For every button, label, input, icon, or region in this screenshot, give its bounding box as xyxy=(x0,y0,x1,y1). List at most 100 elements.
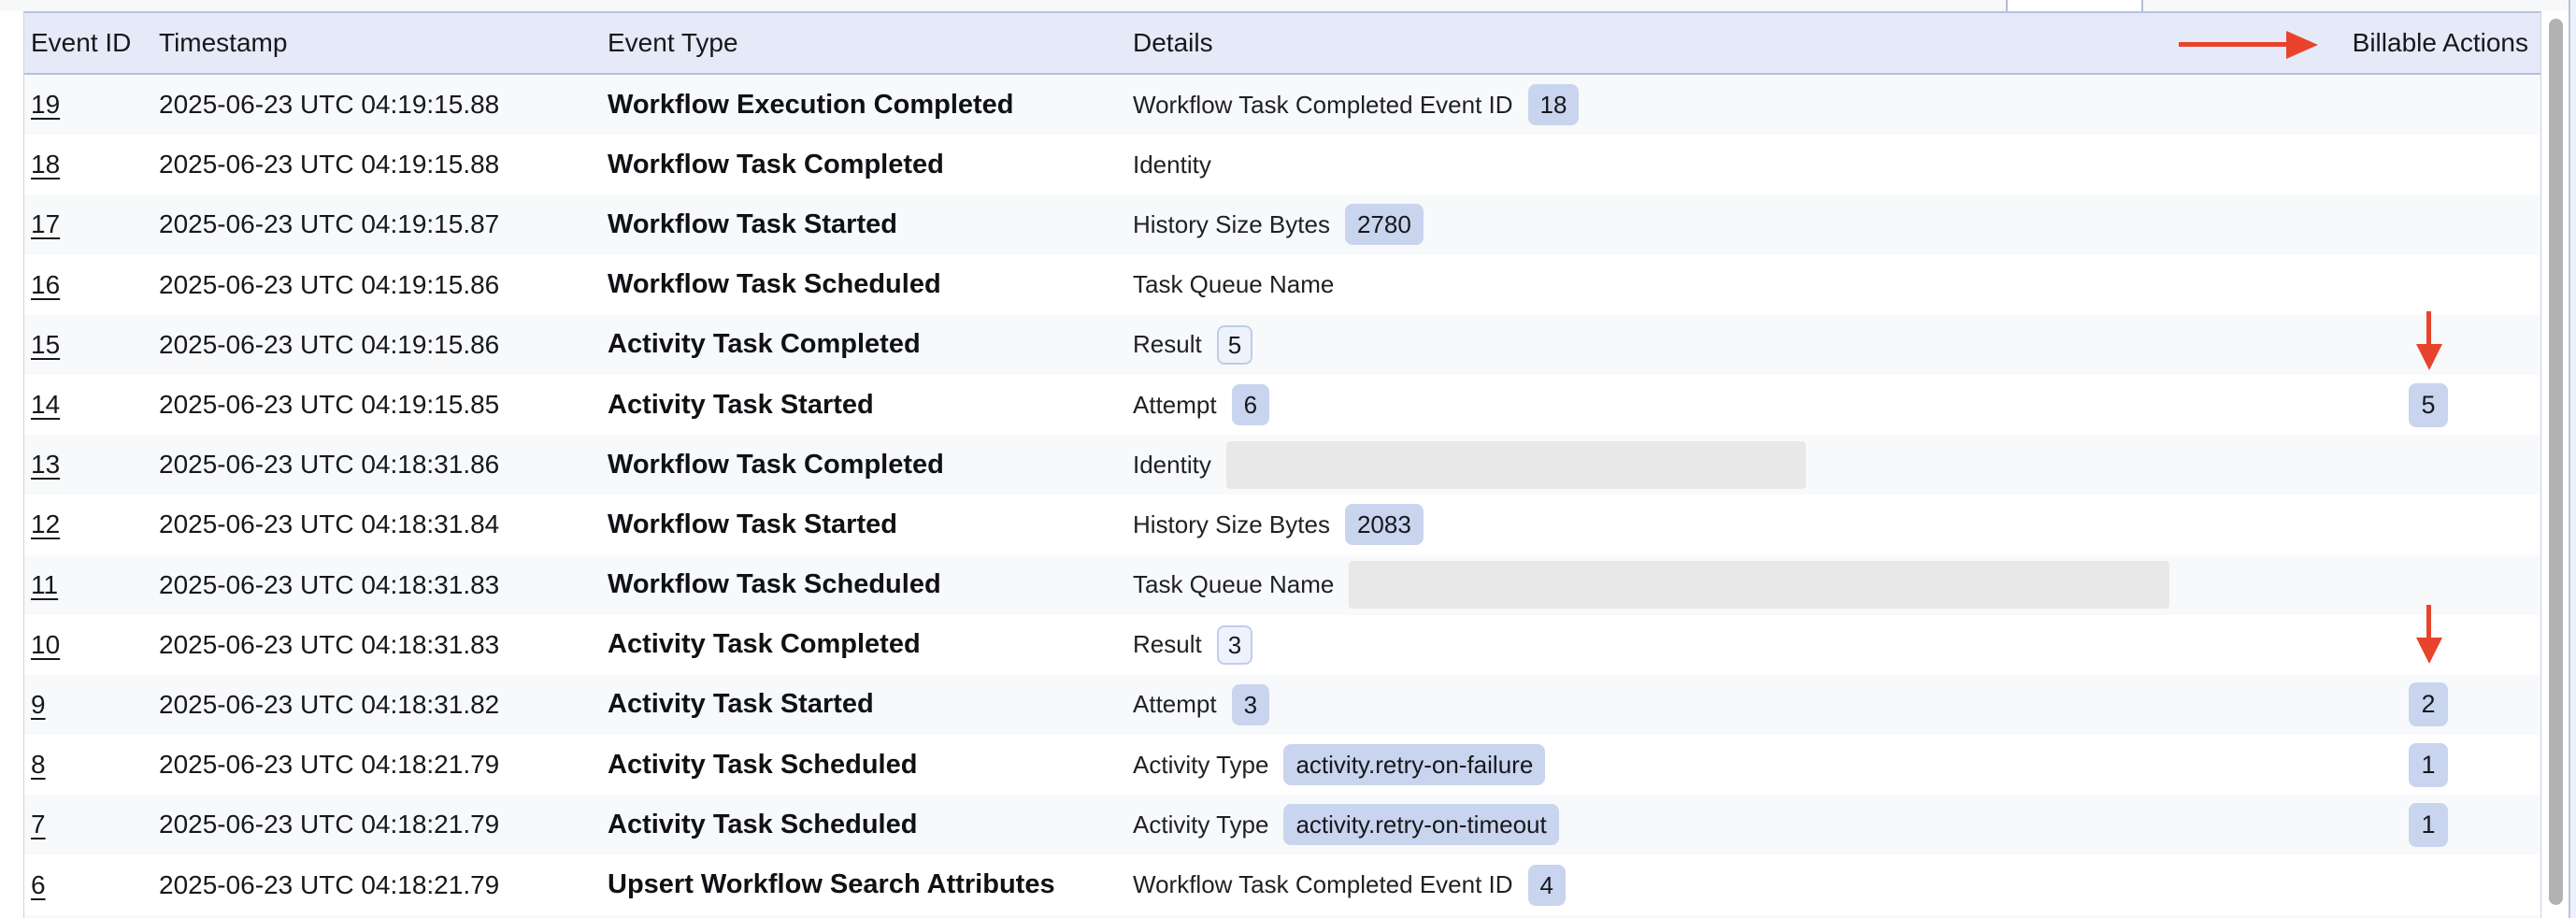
timestamp-text: 2025-06-23 UTC 04:18:31.83 xyxy=(159,569,500,599)
detail-label: Activity Type xyxy=(1133,810,1269,839)
arrow-down-1-icon xyxy=(2416,344,2442,370)
event-id-link[interactable]: 9 xyxy=(31,689,46,719)
timestamp-text: 2025-06-23 UTC 04:18:31.86 xyxy=(159,450,500,480)
event-type-text: Workflow Task Started xyxy=(608,509,897,539)
event-id-link[interactable]: 13 xyxy=(31,450,61,480)
header-details: Details xyxy=(1133,28,1213,57)
event-id-link[interactable]: 12 xyxy=(31,509,61,539)
events-table: Event ID Timestamp Event Type Details Bi… xyxy=(23,11,2541,918)
table-row[interactable]: 12 2025-06-23 UTC 04:18:31.84 Workflow T… xyxy=(24,495,2540,554)
detail-label: Identity xyxy=(1133,450,1211,479)
detail-label: Identity xyxy=(1133,150,1211,179)
table-header-row: Event ID Timestamp Event Type Details Bi… xyxy=(24,13,2540,75)
detail-value-badge: 6 xyxy=(1231,384,1270,426)
details-cell: Result 5 xyxy=(1133,324,2297,365)
table-row[interactable]: 9 2025-06-23 UTC 04:18:31.82 Activity Ta… xyxy=(24,674,2540,736)
arrow-down-2-icon xyxy=(2416,638,2442,664)
event-id-link[interactable]: 11 xyxy=(31,569,59,599)
table-row[interactable]: 18 2025-06-23 UTC 04:19:15.88 Workflow T… xyxy=(24,135,2540,194)
billable-actions-cell: 1 xyxy=(2297,742,2540,787)
timestamp-text: 2025-06-23 UTC 04:18:31.82 xyxy=(159,689,500,719)
detail-label: History Size Bytes xyxy=(1133,509,1330,538)
billable-actions-badge: 1 xyxy=(2409,802,2448,847)
event-type-text: Workflow Task Scheduled xyxy=(608,569,941,600)
table-row[interactable]: 19 2025-06-23 UTC 04:19:15.88 Workflow E… xyxy=(24,75,2540,136)
event-type-text: Workflow Task Started xyxy=(608,208,897,239)
event-type-text: Workflow Task Scheduled xyxy=(608,269,941,300)
event-id-link[interactable]: 18 xyxy=(31,150,61,179)
table-row[interactable]: 11 2025-06-23 UTC 04:18:31.83 Workflow T… xyxy=(24,554,2540,615)
details-cell: Task Queue Name xyxy=(1133,561,2297,610)
details-cell: Attempt 6 xyxy=(1133,384,2297,426)
arrow-down-2-shaft xyxy=(2426,605,2431,638)
detail-label: History Size Bytes xyxy=(1133,209,1330,238)
event-type-text: Activity Task Started xyxy=(608,689,874,720)
billable-actions-cell: 2 xyxy=(2297,682,2540,727)
detail-label: Workflow Task Completed Event ID xyxy=(1133,870,1513,899)
event-id-link[interactable]: 8 xyxy=(31,750,46,780)
details-cell: Activity Type activity.retry-on-timeout xyxy=(1133,804,2297,846)
table-row[interactable]: 16 2025-06-23 UTC 04:19:15.86 Workflow T… xyxy=(24,255,2540,315)
details-cell: Attempt 3 xyxy=(1133,683,2297,725)
event-type-text: Workflow Task Completed xyxy=(608,149,944,179)
details-cell: Workflow Task Completed Event ID 4 xyxy=(1133,864,2297,906)
table-row[interactable]: 6 2025-06-23 UTC 04:18:21.79 Upsert Work… xyxy=(24,854,2540,914)
detail-value-badge: 3 xyxy=(1216,624,1253,665)
detail-value-badge: 3 xyxy=(1231,683,1270,725)
billable-actions-badge: 1 xyxy=(2409,742,2448,787)
event-id-link[interactable]: 6 xyxy=(31,869,46,899)
table-body: 19 2025-06-23 UTC 04:19:15.88 Workflow E… xyxy=(24,75,2540,915)
detail-value-badge: 4 xyxy=(1527,864,1566,906)
arrow-right-shaft xyxy=(2179,42,2287,47)
details-cell: Identity xyxy=(1133,151,2297,179)
table-row[interactable]: 8 2025-06-23 UTC 04:18:21.79 Activity Ta… xyxy=(24,735,2540,795)
event-type-text: Activity Task Completed xyxy=(608,629,921,660)
details-cell: Workflow Task Completed Event ID 18 xyxy=(1133,84,2297,126)
right-panel-edge xyxy=(2569,0,2570,918)
event-id-link[interactable]: 7 xyxy=(31,810,46,839)
table-row[interactable]: 7 2025-06-23 UTC 04:18:21.79 Activity Ta… xyxy=(24,795,2540,855)
table-row[interactable]: 17 2025-06-23 UTC 04:19:15.87 Workflow T… xyxy=(24,194,2540,255)
event-id-link[interactable]: 16 xyxy=(31,269,61,299)
timestamp-text: 2025-06-23 UTC 04:18:21.79 xyxy=(159,869,500,899)
detail-label: Activity Type xyxy=(1133,750,1269,779)
event-type-text: Activity Task Started xyxy=(608,389,874,420)
event-id-link[interactable]: 10 xyxy=(31,629,61,659)
detail-label: Task Queue Name xyxy=(1133,570,1335,599)
detail-label: Workflow Task Completed Event ID xyxy=(1133,90,1513,119)
details-cell: History Size Bytes 2780 xyxy=(1133,204,2297,246)
table-row[interactable]: 10 2025-06-23 UTC 04:18:31.83 Activity T… xyxy=(24,615,2540,675)
vertical-scrollbar-thumb[interactable] xyxy=(2549,19,2563,905)
timestamp-text: 2025-06-23 UTC 04:19:15.87 xyxy=(159,209,500,239)
event-id-link[interactable]: 19 xyxy=(31,90,61,120)
event-type-text: Activity Task Completed xyxy=(608,329,921,360)
event-type-text: Upsert Workflow Search Attributes xyxy=(608,869,1055,900)
cropped-control-above xyxy=(2006,0,2143,11)
table-row[interactable]: 15 2025-06-23 UTC 04:19:15.86 Activity T… xyxy=(24,314,2540,375)
timestamp-text: 2025-06-23 UTC 04:19:15.88 xyxy=(159,150,500,179)
event-id-link[interactable]: 14 xyxy=(31,390,61,420)
arrow-down-1-shaft xyxy=(2426,311,2431,345)
detail-label: Result xyxy=(1133,330,1202,359)
billable-actions-badge: 2 xyxy=(2409,682,2448,727)
table-row[interactable]: 13 2025-06-23 UTC 04:18:31.86 Workflow T… xyxy=(24,435,2540,495)
detail-label: Attempt xyxy=(1133,690,1217,719)
detail-value-badge: activity.retry-on-failure xyxy=(1283,744,1546,786)
details-cell: Task Queue Name xyxy=(1133,270,2297,299)
right-panel-edge-fill xyxy=(2570,0,2576,918)
header-timestamp: Timestamp xyxy=(159,28,288,57)
details-cell: Activity Type activity.retry-on-failure xyxy=(1133,744,2297,786)
redacted-value-box xyxy=(1225,440,1806,489)
header-event-id: Event ID xyxy=(31,28,132,57)
event-id-link[interactable]: 15 xyxy=(31,329,61,359)
event-id-link[interactable]: 17 xyxy=(31,209,61,239)
table-row[interactable]: 14 2025-06-23 UTC 04:19:15.85 Activity T… xyxy=(24,375,2540,435)
arrow-right-icon xyxy=(2286,31,2318,59)
timestamp-text: 2025-06-23 UTC 04:19:15.86 xyxy=(159,269,500,299)
detail-value-badge: 5 xyxy=(1216,324,1253,365)
timestamp-text: 2025-06-23 UTC 04:19:15.85 xyxy=(159,390,500,420)
top-strip xyxy=(0,0,2576,11)
details-cell: History Size Bytes 2083 xyxy=(1133,504,2297,546)
detail-label: Result xyxy=(1133,630,1202,659)
